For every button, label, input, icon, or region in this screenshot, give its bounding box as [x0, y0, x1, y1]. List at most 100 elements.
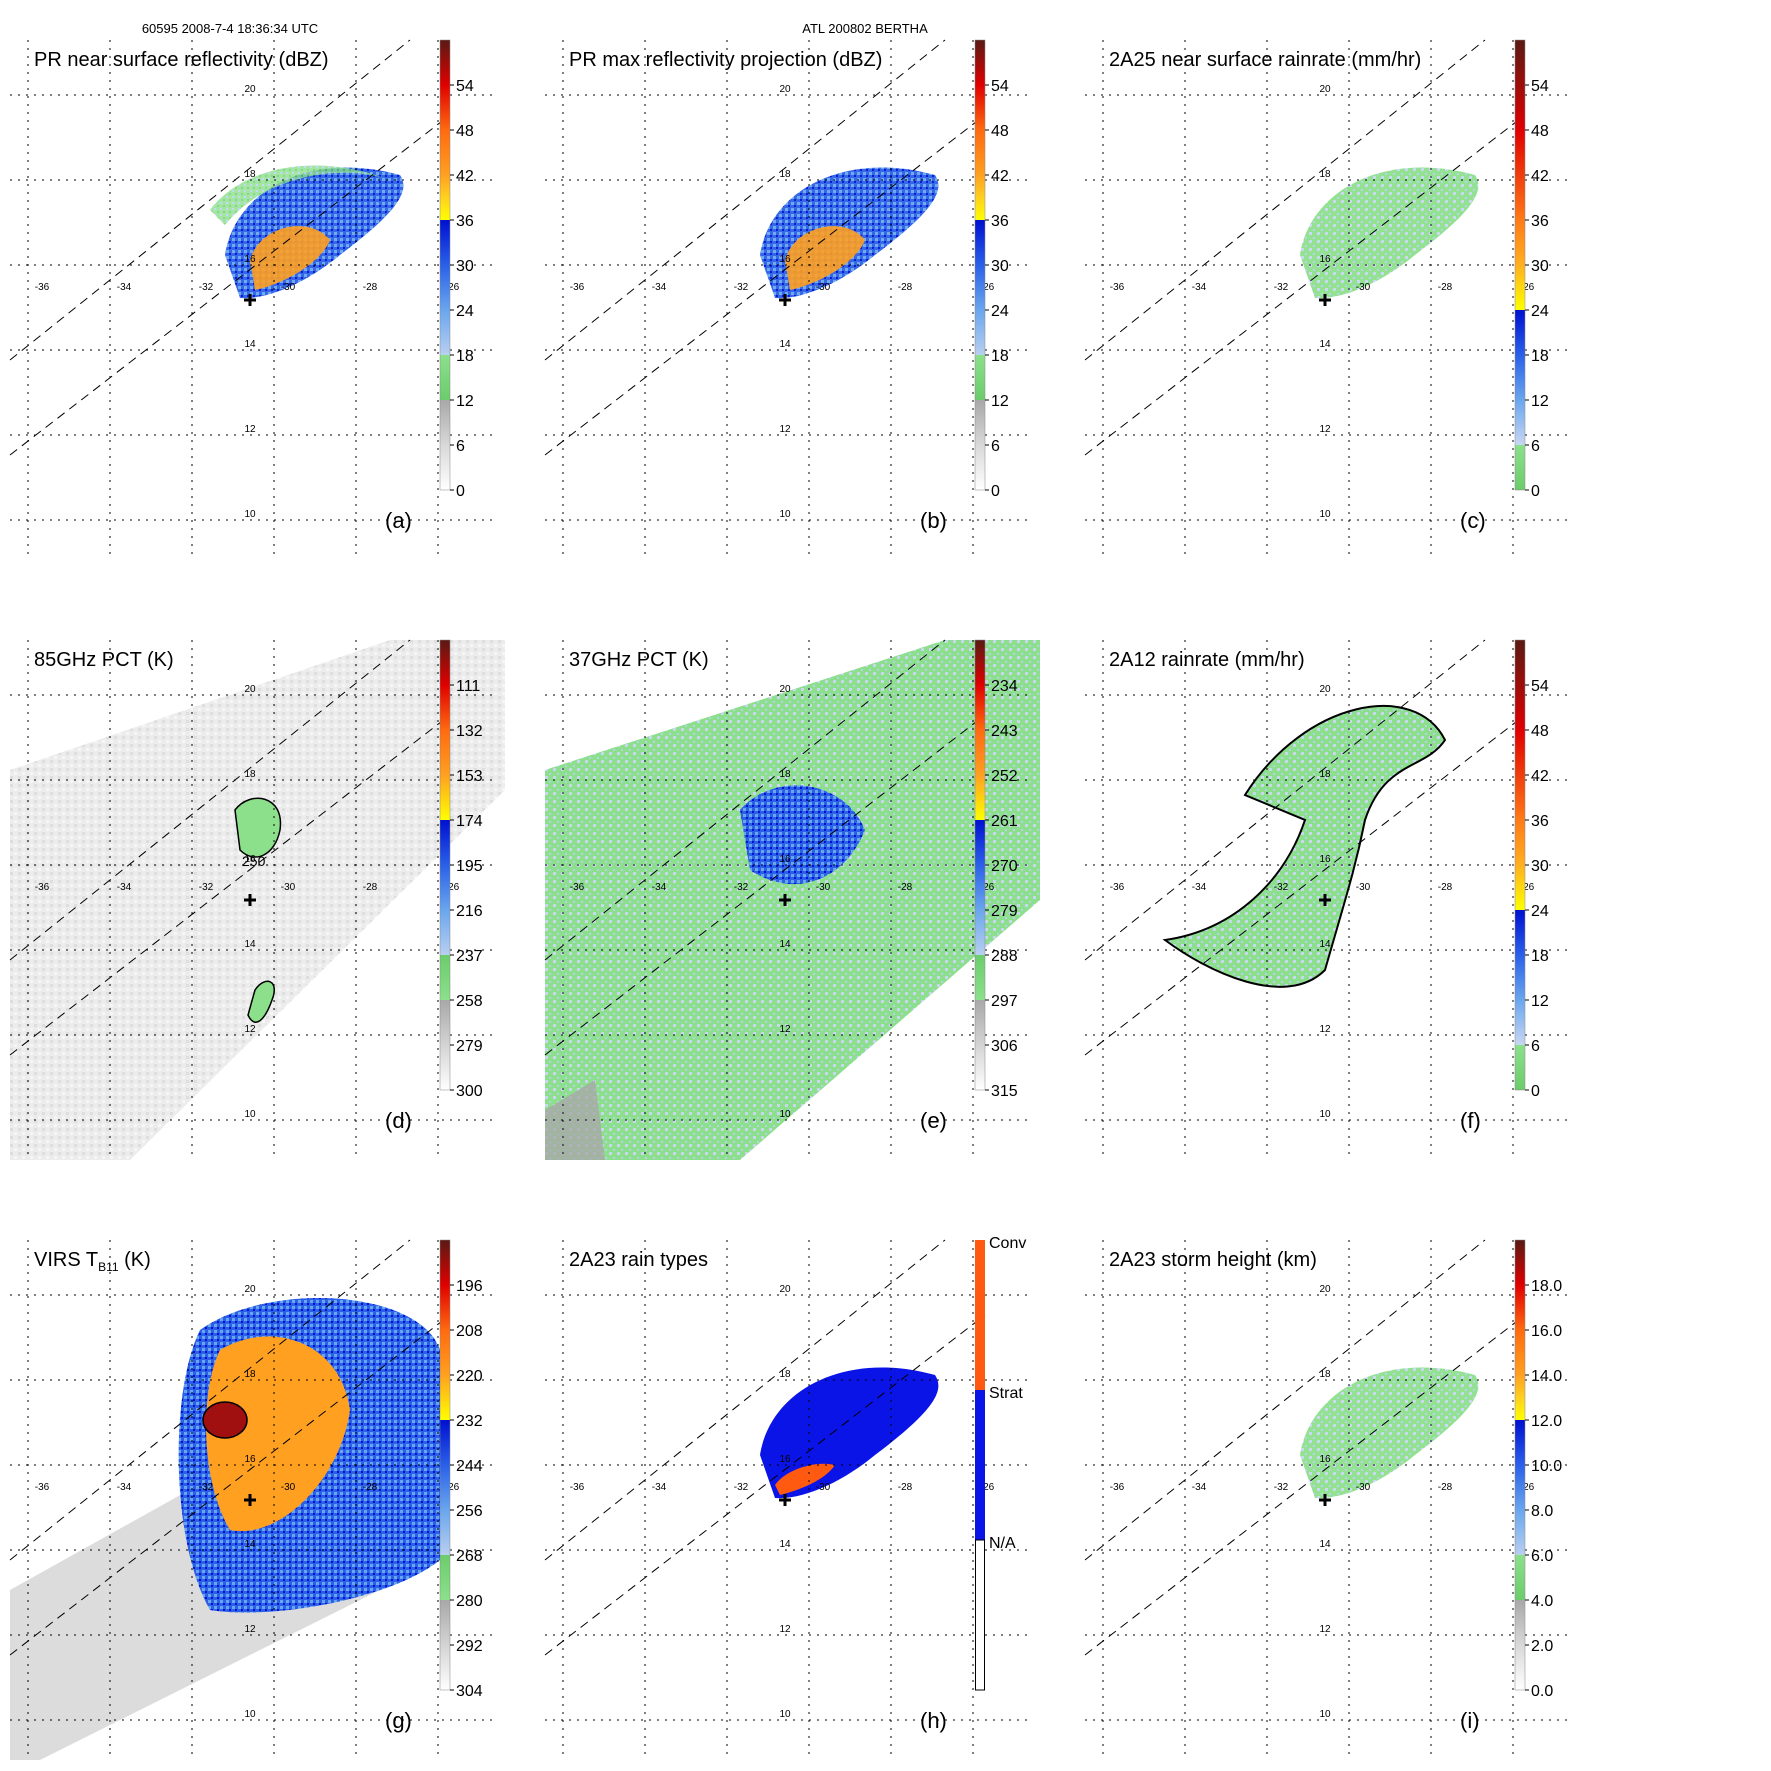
- panel-letter: (c): [1460, 508, 1486, 533]
- colorbar-tick-label: 111: [456, 678, 480, 695]
- panel-letter: (b): [920, 508, 947, 533]
- lon-tick-label: -34: [1192, 882, 1207, 893]
- storm-center-marker: [779, 294, 791, 306]
- cold-region: [247, 980, 275, 1023]
- lat-tick-label: 14: [779, 939, 791, 950]
- lat-tick-label: 16: [1319, 1454, 1331, 1465]
- colorbar-tick-label: 0: [991, 483, 1000, 500]
- lon-tick-label: -26: [445, 882, 460, 893]
- lat-tick-label: 10: [779, 509, 791, 520]
- lat-tick-label: 18: [244, 769, 256, 780]
- colorbar-tick-label: 153: [456, 768, 483, 785]
- lat-tick-label: 12: [779, 1024, 791, 1035]
- panel-title: 2A23 storm height (km): [1109, 1249, 1317, 1271]
- lat-tick-label: 18: [1319, 769, 1331, 780]
- panel-h: -36 -34 -32 -30 -28 -26 20 18 16 14 12 10 2A23 rain …: [544, 1235, 1030, 1760]
- coldest-cloud-top: [202, 1401, 248, 1439]
- storm-center-marker: [244, 894, 256, 906]
- colorbar-conv-segment: [975, 1240, 985, 1390]
- contour-label: 250: [242, 853, 266, 869]
- lon-tick-label: -36: [35, 1482, 50, 1493]
- panel-d: -36 -34 -32 -30 -28 -26 20 18 16 14 12 10 85GHz PCT …: [9, 639, 505, 1160]
- lon-tick-label: -36: [570, 1482, 585, 1493]
- lat-tick-label: 20: [1319, 1284, 1331, 1295]
- swath-edge-line: [9, 1239, 411, 1561]
- colorbar-tick-label: 16.0: [1531, 1323, 1562, 1340]
- storm-center-marker: [779, 1494, 791, 1506]
- scattering-region: [740, 785, 865, 885]
- lat-tick-label: 12: [1319, 1024, 1331, 1035]
- swath-edge-line: [544, 639, 946, 961]
- colorbar-tick-label: 54: [1531, 678, 1549, 695]
- colorbar-gradient: [1514, 1239, 1526, 1691]
- swath-edge-line: [1084, 1239, 1486, 1561]
- lon-tick-label: -30: [816, 882, 831, 893]
- colorbar-tick-label: 220: [456, 1368, 483, 1385]
- lon-tick-label: -28: [1438, 882, 1453, 893]
- lat-tick-label: 12: [244, 1624, 256, 1635]
- lat-tick-label: 20: [1319, 84, 1331, 95]
- lon-tick-label: -34: [117, 882, 132, 893]
- colorbar-tick-label: 252: [991, 768, 1018, 785]
- colorbar-tick-label: Strat: [989, 1385, 1023, 1402]
- stratiform-area: [760, 1367, 939, 1499]
- panel-letter: (f): [1460, 1108, 1481, 1133]
- colorbar-tick-label: 0.0: [1531, 1683, 1553, 1700]
- colorbar-tick-label: 54: [456, 78, 474, 95]
- colorbar-tick-label: 300: [456, 1083, 483, 1100]
- lon-tick-label: -28: [898, 882, 913, 893]
- cold-cloud-top: [206, 1336, 350, 1532]
- colorbar-tick-label: 4.0: [1531, 1593, 1553, 1610]
- colorbar-tick-label: 8.0: [1531, 1503, 1553, 1520]
- lon-tick-label: -30: [281, 282, 296, 293]
- lon-tick-label: -26: [980, 1482, 995, 1493]
- colorbar-tick-label: 48: [1531, 723, 1549, 740]
- lat-tick-label: 20: [244, 1284, 256, 1295]
- swath-edge-line: [1084, 1314, 1526, 1656]
- panel-title: PR near surface reflectivity (dBZ): [34, 49, 329, 71]
- convective-area: [775, 1463, 835, 1495]
- lat-tick-label: 12: [244, 424, 256, 435]
- colorbar-tick-label: 30: [456, 258, 474, 275]
- lat-tick-label: 18: [1319, 1369, 1331, 1380]
- lon-tick-label: -26: [980, 282, 995, 293]
- colorbar-tick-label: 18: [1531, 348, 1549, 365]
- lat-tick-label: 16: [244, 1454, 256, 1465]
- lat-tick-label: 10: [1319, 1709, 1331, 1720]
- colorbar-tick-label: 36: [1531, 813, 1549, 830]
- panel-c: -36 -34 -32 -30 -28 -26 20 18 16 14 12 10 2A25 near …: [1084, 39, 1570, 560]
- lon-tick-label: -34: [652, 882, 667, 893]
- lon-tick-label: -28: [363, 1482, 378, 1493]
- panel-i: -36 -34 -32 -30 -28 -26 20 18 16 14 12 10 2A23 storm…: [1084, 1239, 1570, 1760]
- lat-tick-label: 18: [779, 169, 791, 180]
- panel-title: 37GHz PCT (K): [569, 649, 709, 671]
- colorbar-gradient: [1514, 39, 1526, 491]
- outer-rainband: [210, 165, 390, 225]
- colorbar-tick-label: 12.0: [1531, 1413, 1562, 1430]
- swath-edge-line: [9, 714, 451, 1056]
- lon-tick-label: -32: [1274, 282, 1289, 293]
- colorbar-tick-label: 6: [1531, 1038, 1540, 1055]
- lon-tick-label: -32: [734, 1482, 749, 1493]
- lat-tick-label: 16: [779, 854, 791, 865]
- panel-g: -36 -34 -32 -30 -28 -26 20 18 16 14 12 10 VIRS TB11 …: [9, 1239, 495, 1760]
- lat-tick-label: 14: [244, 1539, 256, 1550]
- lon-tick-label: -34: [1192, 1482, 1207, 1493]
- colorbar: 54 48 42 36 30 24 18 12 6 0: [439, 39, 474, 500]
- swath-edge-line: [9, 39, 411, 361]
- lat-tick-label: 18: [779, 1369, 791, 1380]
- lat-tick-label: 14: [779, 1539, 791, 1550]
- lon-tick-label: -26: [1520, 882, 1535, 893]
- colorbar-tick-label: 132: [456, 723, 483, 740]
- swath-edge-line: [1084, 714, 1526, 1056]
- lon-tick-label: -32: [734, 882, 749, 893]
- colorbar-tick-label: 306: [991, 1038, 1018, 1055]
- lon-tick-label: -34: [652, 1482, 667, 1493]
- lat-tick-label: 14: [244, 939, 256, 950]
- colorbar-tick-label: 0: [456, 483, 465, 500]
- colorbar-tick-label: 256: [456, 1503, 483, 1520]
- lat-tick-label: 20: [244, 84, 256, 95]
- lat-tick-label: 16: [779, 1454, 791, 1465]
- lon-tick-label: -36: [35, 282, 50, 293]
